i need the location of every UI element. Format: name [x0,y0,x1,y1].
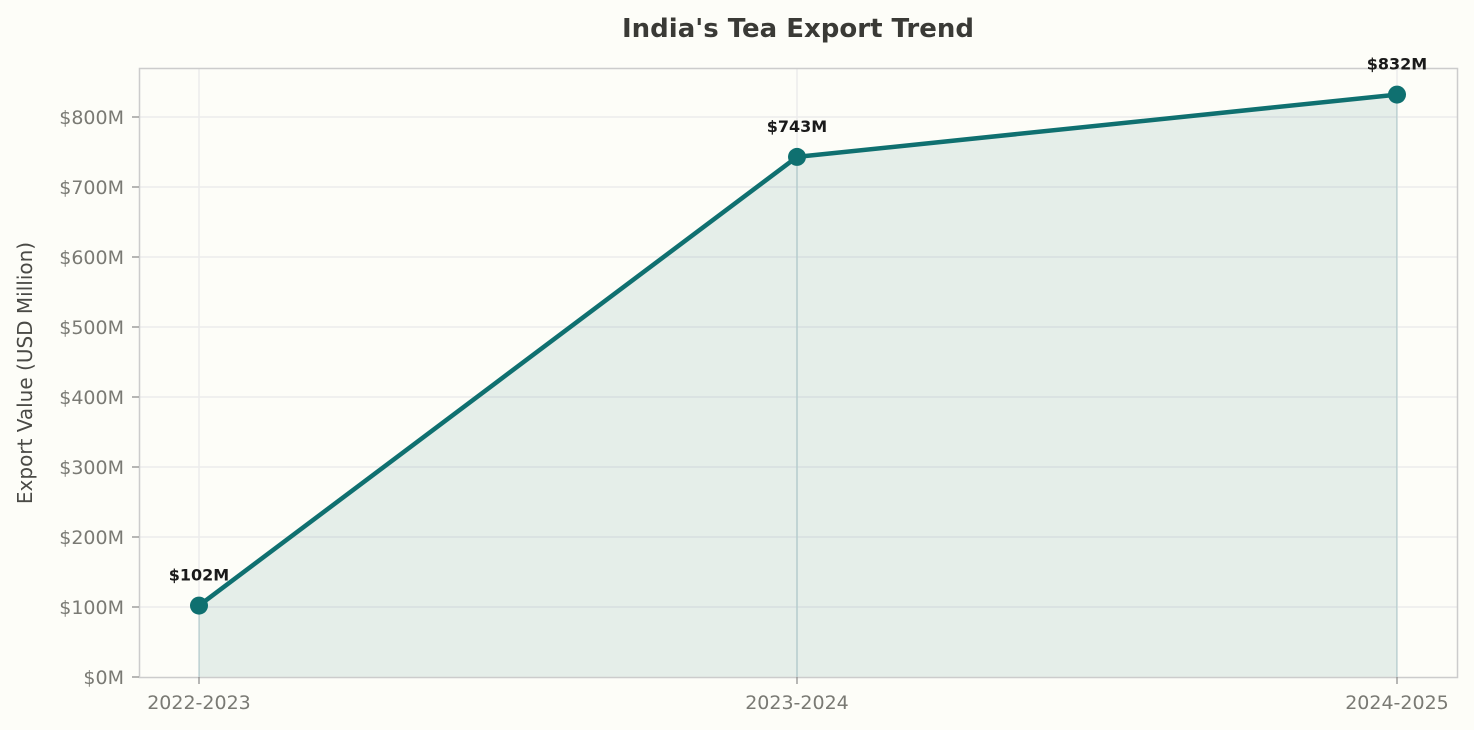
y-tick-label: $800M [59,107,124,129]
x-tick-label: 2023-2024 [745,692,849,714]
plot-frame [138,67,1459,679]
y-tick-label: $200M [59,527,124,549]
y-tick-label: $700M [59,177,124,199]
chart-title: India's Tea Export Trend [622,14,974,44]
data-label: $743M [767,117,827,136]
drop-lines [198,94,1398,677]
x-tick-label: 2022-2023 [147,692,251,714]
y-axis-label: Export Value (USD Million) [13,242,37,504]
data-point [788,147,806,166]
y-tick-label: $400M [59,387,124,409]
y-tick-label: $600M [59,247,124,269]
y-axis-ticks: $0M $100M $200M $300M $400M $500M $600M $700M $8… [59,107,139,689]
data-label: $832M [1367,55,1427,74]
gridlines [139,68,1457,677]
y-tick-label: $0M [83,667,124,689]
data-labels: $102M $743M $832M [169,55,1427,585]
y-tick-label: $100M [59,597,124,619]
data-point [190,596,208,615]
data-point [1388,85,1406,104]
x-tick-label: 2024-2025 [1345,692,1449,714]
data-points [190,85,1406,615]
y-tick-label: $500M [59,317,124,339]
data-label: $102M [169,566,229,585]
area-fill [199,94,1397,678]
x-axis-ticks: 2022-2023 2023-2024 2024-2025 [147,677,1449,714]
y-tick-label: $300M [59,457,124,479]
